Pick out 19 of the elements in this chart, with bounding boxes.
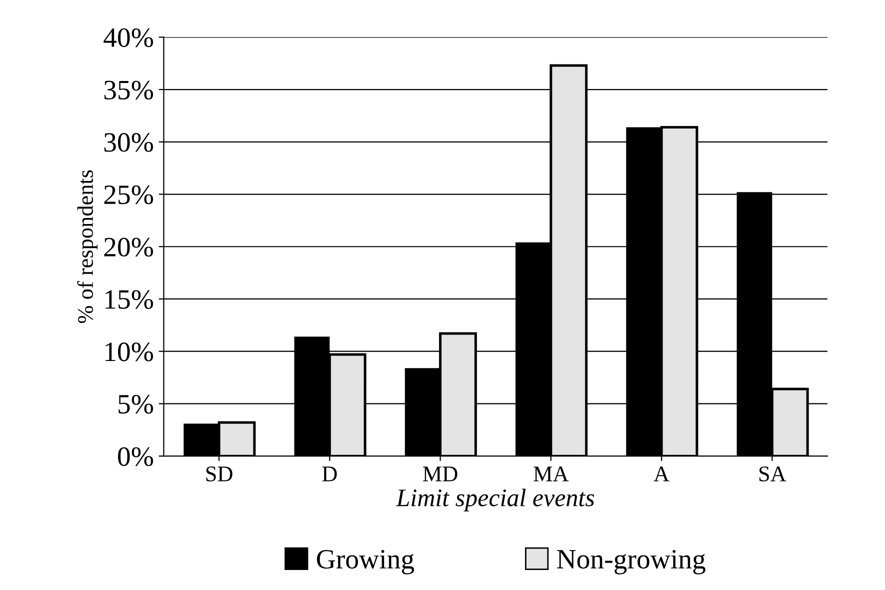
y-tick-label: 25%	[104, 185, 154, 204]
y-tick-label: 15%	[106, 290, 154, 309]
x-tick-label: MD	[423, 466, 458, 482]
y-tick-label: 40%	[104, 28, 154, 48]
y-tick-label: 10%	[106, 342, 154, 362]
x-tick-label: SD	[206, 466, 232, 482]
y-axis-title: % of respondents	[77, 170, 98, 324]
y-tick-label: 35%	[104, 80, 154, 100]
y-tick-label: 30%	[104, 133, 154, 152]
legend-label: Growing	[316, 550, 414, 574]
x-axis-title: Limit special events	[396, 488, 594, 512]
x-tick-label: D	[322, 466, 337, 482]
x-tick-label: A	[654, 466, 670, 482]
y-tick-label: 20%	[104, 238, 154, 257]
y-tick-label: 5%	[118, 394, 154, 414]
y-tick-label: 0%	[118, 447, 154, 466]
legend-label: Non-growing	[557, 550, 706, 574]
x-tick-label: MA	[534, 466, 569, 482]
x-tick-label: SA	[759, 466, 786, 482]
